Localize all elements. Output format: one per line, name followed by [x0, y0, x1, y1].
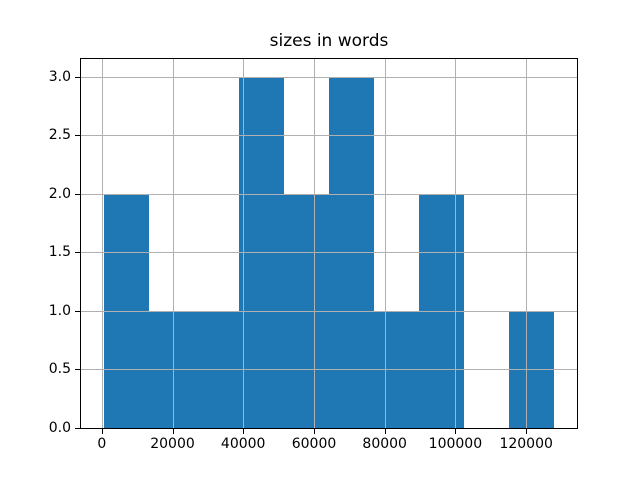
- y-tick-label: 1.0: [48, 302, 71, 319]
- y-tick-mark: [75, 369, 80, 371]
- y-gridline: [81, 252, 577, 254]
- y-tick-mark: [75, 135, 80, 137]
- x-gridline: [243, 59, 245, 428]
- y-tick-mark: [75, 428, 80, 429]
- x-gridline: [455, 59, 457, 428]
- y-tick-label: 2.5: [48, 127, 71, 144]
- x-tick-label: 120000: [499, 436, 553, 452]
- x-tick-mark: [101, 429, 103, 434]
- chart-title: sizes in words: [269, 31, 389, 51]
- plot-area: [80, 58, 578, 429]
- x-tick-mark: [455, 429, 457, 434]
- y-tick-label: 0.5: [48, 361, 71, 378]
- x-gridline: [314, 59, 315, 428]
- histogram-bar: [419, 193, 465, 428]
- histogram-bar: [103, 193, 149, 428]
- y-gridline: [81, 135, 577, 137]
- y-tick-label: 2.0: [48, 185, 71, 202]
- x-gridline: [101, 59, 103, 428]
- x-tick-mark: [172, 429, 174, 434]
- x-tick-label: 60000: [291, 436, 337, 452]
- y-tick-mark: [75, 310, 80, 312]
- x-tick-label: 100000: [428, 436, 483, 452]
- x-tick-label: 0: [97, 436, 107, 452]
- x-tick-mark: [384, 429, 386, 434]
- y-gridline: [81, 310, 577, 312]
- histogram-bar: [283, 193, 329, 428]
- x-tick-label: 40000: [220, 436, 266, 452]
- y-tick-mark: [75, 76, 80, 78]
- y-tick-label: 1.5: [48, 244, 71, 261]
- y-gridline: [81, 193, 577, 195]
- x-tick-label: 80000: [362, 436, 407, 452]
- x-gridline: [526, 59, 528, 428]
- x-tick-mark: [243, 429, 245, 434]
- x-tick-mark: [314, 429, 315, 434]
- y-gridline: [81, 369, 577, 371]
- x-gridline: [172, 59, 174, 428]
- y-tick-label: 3.0: [48, 68, 71, 85]
- x-tick-label: 20000: [150, 436, 195, 452]
- y-tick-mark: [75, 252, 80, 254]
- y-tick-mark: [75, 193, 80, 195]
- x-gridline: [384, 59, 386, 428]
- x-tick-mark: [526, 429, 528, 434]
- y-gridline: [81, 76, 577, 78]
- y-tick-label: 0.0: [48, 420, 71, 436]
